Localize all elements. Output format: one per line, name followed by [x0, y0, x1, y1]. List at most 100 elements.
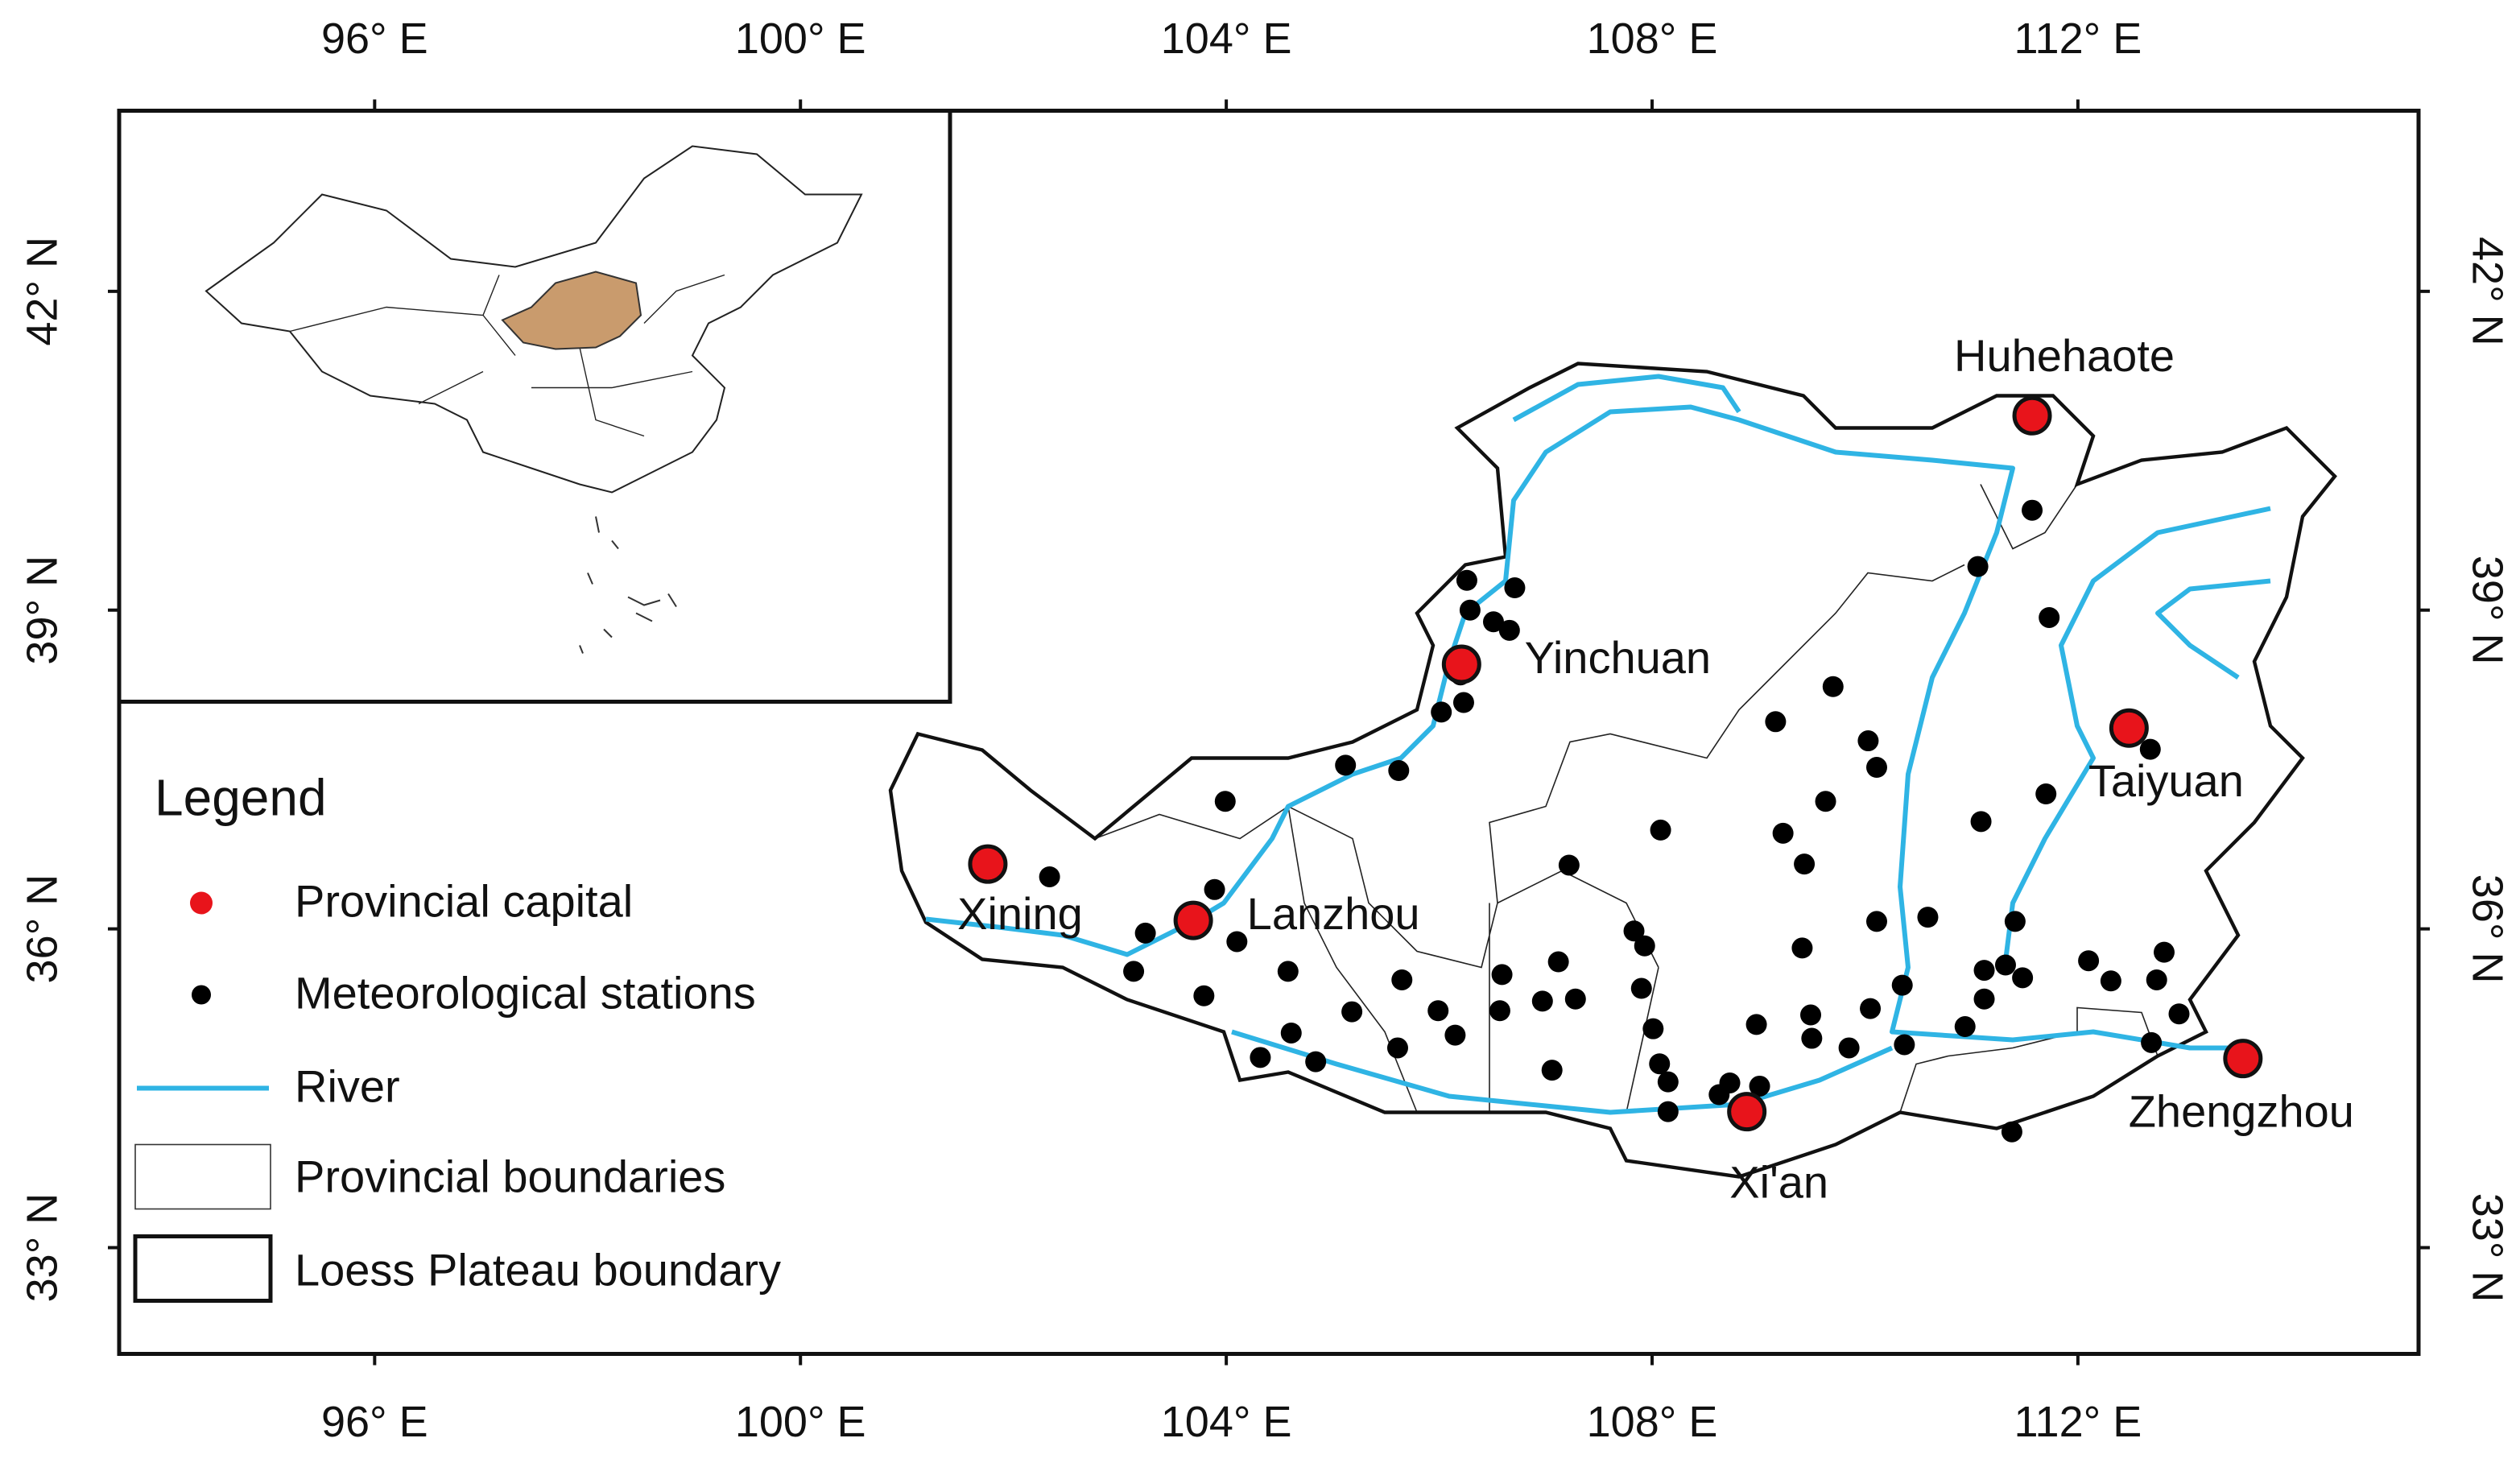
- legend-station-marker: [192, 985, 211, 1005]
- river: [1231, 1029, 1894, 1115]
- station: [1630, 977, 1652, 999]
- city-label: Yinchuan: [1525, 632, 1711, 683]
- station: [1865, 757, 1887, 779]
- station: [1967, 556, 1989, 577]
- station: [1800, 1004, 1822, 1026]
- inset-islands: [579, 516, 677, 654]
- y-tick-label: 42° N: [2464, 237, 2512, 346]
- station: [1801, 1027, 1823, 1049]
- station: [1749, 1075, 1770, 1097]
- x-tick-label: 112° E: [2014, 1398, 2142, 1446]
- station: [1226, 931, 1248, 953]
- station: [1954, 1016, 1976, 1038]
- station: [1860, 998, 1882, 1019]
- station: [1657, 1101, 1679, 1122]
- station: [1558, 854, 1580, 876]
- legend-label: Provincial capital: [295, 875, 633, 926]
- legend-label: Meteorological stations: [295, 967, 756, 1018]
- loess-plateau-boundary: [888, 362, 2337, 1179]
- station: [1459, 599, 1481, 621]
- station: [1391, 969, 1413, 990]
- station: [1564, 988, 1586, 1010]
- capital: [2012, 395, 2052, 436]
- x-tick-label: 112° E: [2014, 14, 2142, 63]
- station: [2004, 911, 2026, 932]
- station: [1482, 611, 1504, 633]
- station: [1657, 1071, 1679, 1093]
- station: [1193, 985, 1215, 1006]
- legend-label: Provincial boundaries: [295, 1151, 725, 1201]
- legend-label: Loess Plateau boundary: [295, 1244, 781, 1295]
- legend-province-swatch: [134, 1143, 271, 1210]
- station: [1794, 853, 1816, 875]
- y-tick-label: 39° N: [2464, 556, 2512, 665]
- station: [1745, 1014, 1767, 1035]
- station: [1970, 811, 1992, 833]
- station: [1857, 730, 1879, 752]
- city-label: Taiyuan: [2088, 755, 2244, 806]
- station: [1280, 1022, 1302, 1044]
- station: [1388, 760, 1410, 782]
- station: [2078, 950, 2100, 972]
- capital: [968, 844, 1008, 884]
- station: [1214, 791, 1236, 812]
- capital: [2109, 708, 2149, 748]
- station: [1838, 1037, 1860, 1059]
- city-label: Huhehaote: [1954, 330, 2175, 381]
- axes: 96° E 96° E 100° E 100° E 104° E 104° E 108° E…: [18, 14, 2511, 1446]
- station: [2039, 606, 2060, 628]
- station: [2168, 1003, 2190, 1025]
- legend-capital-marker: [190, 891, 213, 915]
- station: [1547, 951, 1569, 973]
- y-tick-label: 33° N: [18, 1193, 66, 1303]
- city-label: Lanzhou: [1247, 888, 1420, 939]
- station: [1865, 911, 1887, 932]
- x-tick-label: 96° E: [321, 1398, 428, 1446]
- station: [1123, 961, 1145, 982]
- x-tick-label: 96° E: [321, 14, 428, 63]
- y-tick-label: 39° N: [18, 556, 66, 665]
- river: [2155, 578, 2271, 680]
- station: [2153, 941, 2175, 963]
- station: [1250, 1047, 1271, 1068]
- station: [1134, 922, 1156, 944]
- province-boundaries: [1094, 484, 2159, 1113]
- station: [1822, 676, 1844, 697]
- station: [1891, 974, 1913, 996]
- station: [1649, 1053, 1671, 1075]
- station: [1491, 964, 1513, 986]
- city-label: Xi'an: [1729, 1156, 1828, 1207]
- station: [1039, 866, 1060, 887]
- x-tick-label: 104° E: [1161, 1398, 1292, 1446]
- station: [2022, 499, 2043, 521]
- capital: [2223, 1039, 2263, 1079]
- station: [1634, 935, 1655, 957]
- station: [1204, 878, 1225, 900]
- station: [2141, 1031, 2163, 1053]
- station: [1386, 1037, 1408, 1059]
- station: [2139, 738, 2161, 760]
- station: [2035, 783, 2057, 805]
- station: [1305, 1051, 1327, 1072]
- station: [1277, 961, 1299, 982]
- map-layers: [888, 362, 2337, 1179]
- station: [1815, 791, 1836, 812]
- marks: Huhehaote Yinchuan Xining Lanzhou Taiyuan Xi'…: [957, 330, 2354, 1207]
- station: [1489, 1000, 1510, 1022]
- station: [1650, 819, 1671, 841]
- station: [1341, 1001, 1363, 1023]
- station: [2012, 967, 2034, 989]
- city-label: Zhengzhou: [2129, 1085, 2354, 1136]
- y-tick-label: 36° N: [18, 874, 66, 984]
- station: [1765, 711, 1787, 733]
- station: [2001, 1121, 2022, 1143]
- x-tick-label: 108° E: [1587, 1398, 1718, 1446]
- station: [2146, 969, 2167, 990]
- river: [925, 404, 2238, 1051]
- station: [1917, 907, 1939, 928]
- legend-title: Legend: [155, 768, 327, 826]
- x-tick-label: 108° E: [1587, 14, 1718, 63]
- legend: Legend Provincial capital Meteorological…: [133, 768, 781, 1303]
- legend-boundary-swatch: [133, 1234, 273, 1303]
